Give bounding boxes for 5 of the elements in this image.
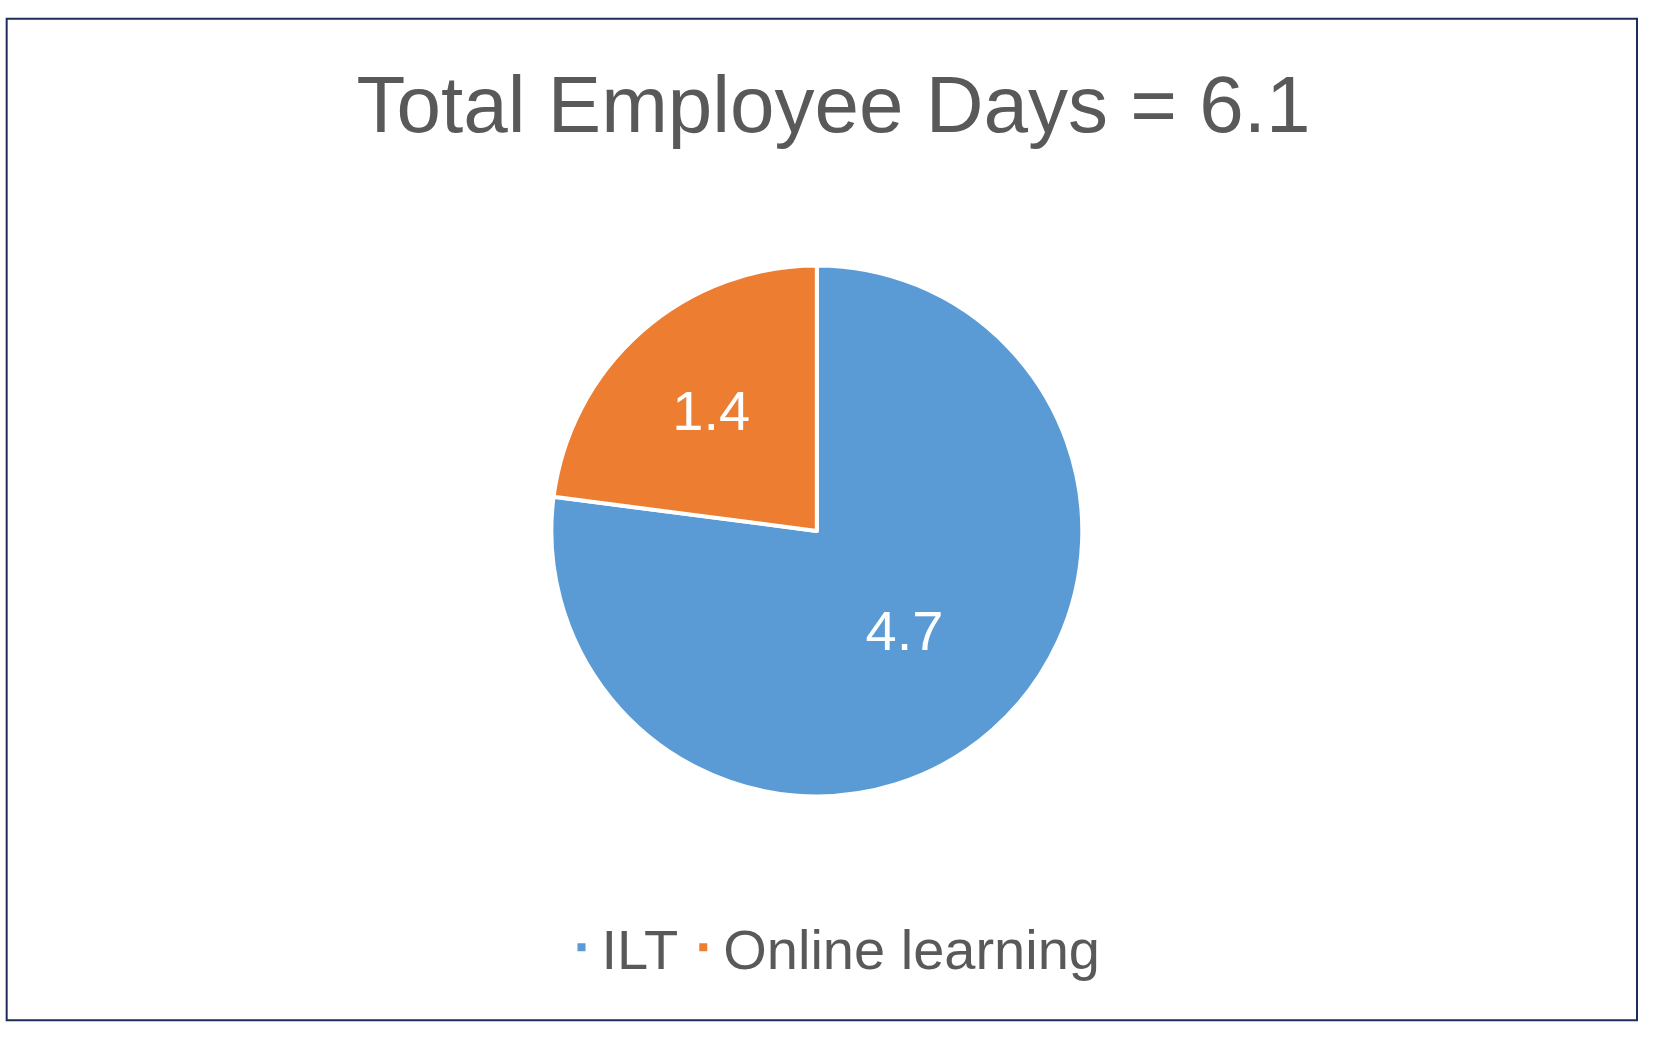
legend-label: ILT (601, 918, 679, 982)
data-label: 1.4 (672, 379, 751, 443)
chart-title: Total Employee Days = 6.1 (356, 60, 1311, 150)
data-label: 4.7 (865, 599, 944, 663)
legend-label: Online learning (723, 918, 1100, 982)
